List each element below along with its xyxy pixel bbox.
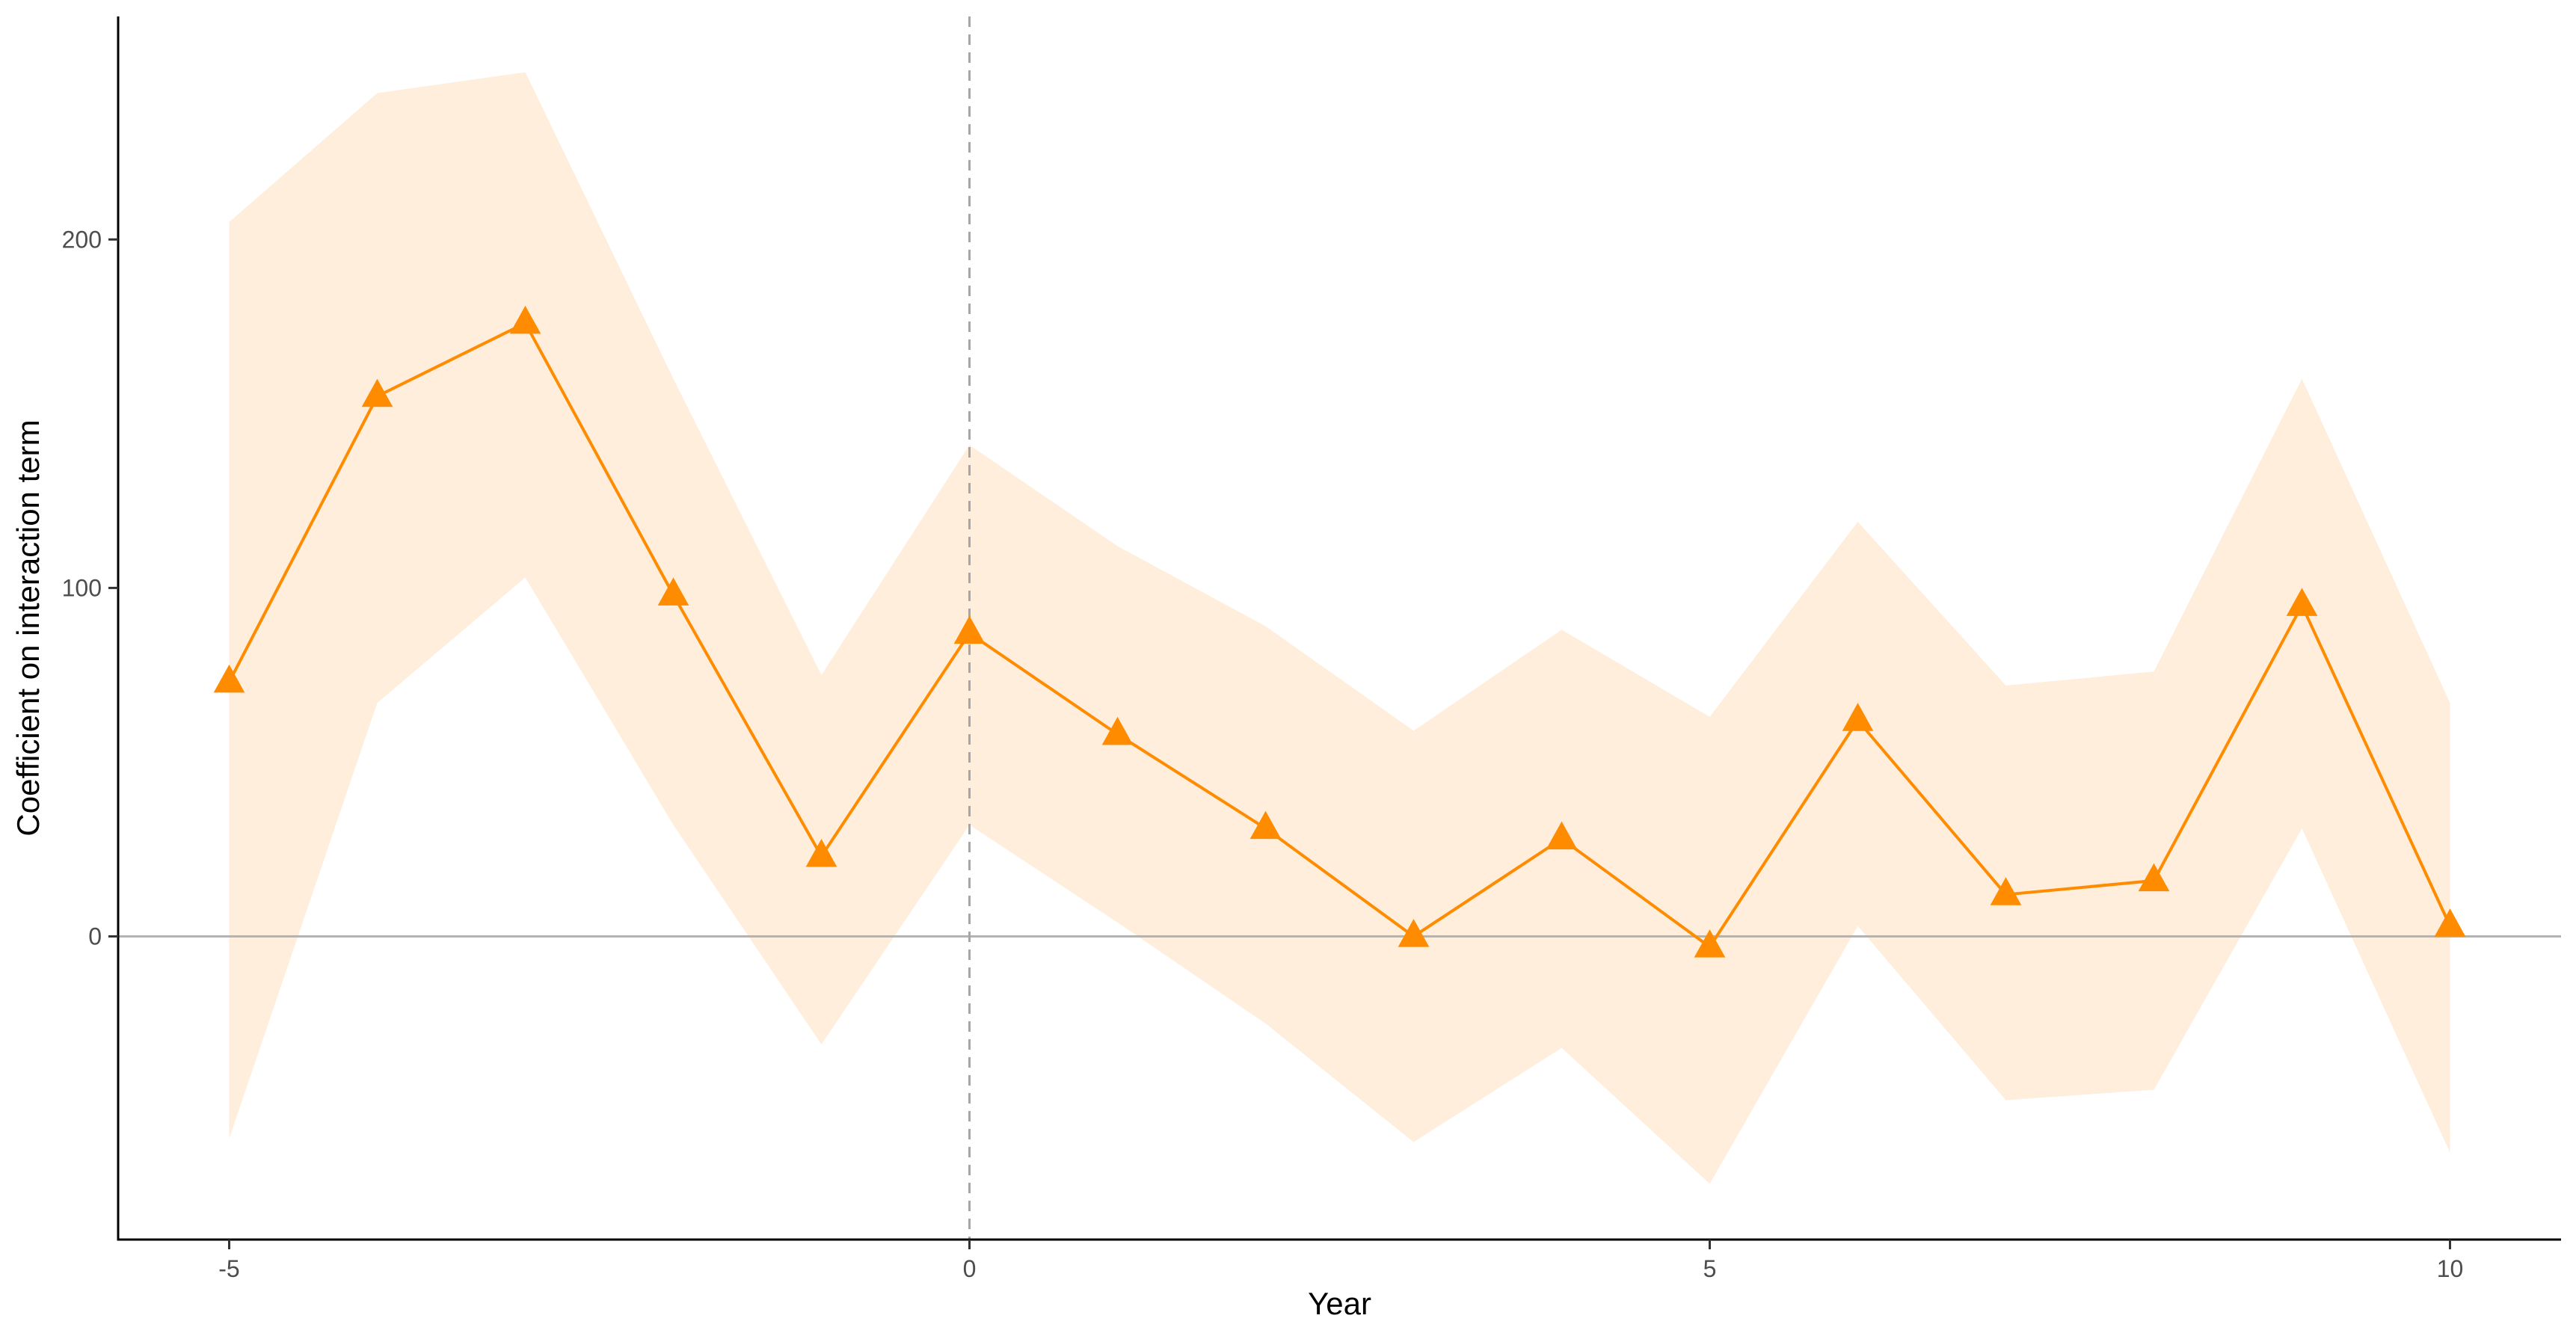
y-tick-label: 0	[88, 923, 102, 949]
coefficient-line	[227, 321, 2452, 949]
confidence-band-layer	[229, 72, 2450, 1184]
x-tick-label: 10	[2437, 1255, 2464, 1282]
x-tick-label: 0	[963, 1255, 977, 1282]
data-point-marker	[1990, 877, 2022, 905]
data-point-marker	[657, 577, 689, 606]
data-point-marker	[953, 615, 986, 644]
y-tick-label: 100	[62, 574, 102, 601]
data-point-marker	[805, 838, 837, 867]
y-axis-title: Coefficient on interaction term	[10, 419, 46, 836]
data-point-marker	[2434, 908, 2466, 937]
data-point-marker	[2286, 588, 2318, 616]
data-point-marker	[1249, 810, 1282, 840]
data-point-marker	[1101, 716, 1134, 745]
axes-layer	[117, 16, 2561, 1241]
series-layer	[213, 305, 2466, 958]
data-point-marker	[509, 305, 541, 334]
data-point-marker	[1842, 703, 1874, 731]
x-tick-label: 5	[1703, 1255, 1717, 1282]
data-point-marker	[361, 378, 393, 407]
data-point-marker	[1694, 929, 1726, 958]
data-point-marker	[2138, 863, 2170, 892]
confidence-band	[229, 72, 2450, 1184]
data-point-marker	[213, 664, 245, 693]
data-point-marker	[1398, 919, 1430, 947]
x-axis-title: Year	[1308, 1286, 1371, 1321]
y-tick-label: 200	[62, 226, 102, 253]
data-point-marker	[1546, 821, 1578, 850]
x-tick-label: -5	[218, 1255, 239, 1282]
